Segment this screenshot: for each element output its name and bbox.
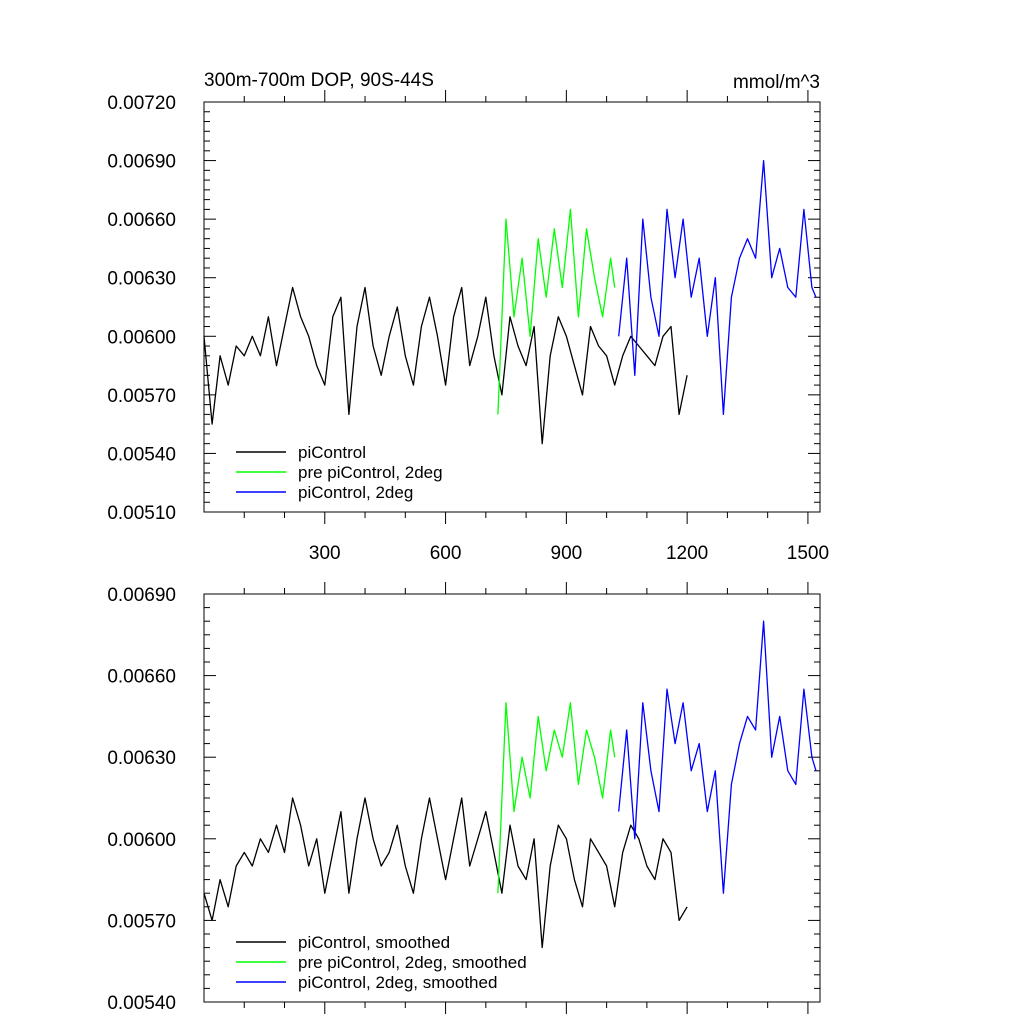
x-tick-label: 300 bbox=[309, 543, 341, 564]
series-group bbox=[203, 159, 817, 445]
y-tick-label: 0.00660 bbox=[107, 210, 176, 231]
plot-frame bbox=[203, 101, 821, 513]
x-tick-label: 1500 bbox=[787, 543, 829, 564]
top-panel: 300m-700m DOP, 90S-44S mmol/m^3 0.005100… bbox=[107, 70, 829, 564]
y-tick-label: 0.00630 bbox=[107, 748, 176, 769]
series-line-0 bbox=[203, 286, 688, 445]
y-tick-label: 0.00660 bbox=[107, 667, 176, 688]
legend: piControl pre piControl, 2deg piControl,… bbox=[236, 443, 443, 502]
tick-group: 0.00510 0.00540 0.00570 0.00600 0.00630 0.006… bbox=[107, 90, 829, 564]
series-line-2 bbox=[618, 159, 817, 416]
legend-label-pre-picontrol: pre piControl, 2deg bbox=[298, 463, 443, 482]
x-tick-label: 900 bbox=[551, 543, 583, 564]
chart-title: 300m-700m DOP, 90S-44S bbox=[204, 70, 434, 91]
series-line-1 bbox=[497, 702, 616, 894]
y-tick-label: 0.00690 bbox=[107, 585, 176, 606]
tick-group: 0.00540 0.00570 0.00600 0.00630 0.00660 0.006… bbox=[107, 582, 820, 1014]
y-tick-label: 0.00630 bbox=[107, 269, 176, 290]
legend-label-picontrol: piControl bbox=[298, 443, 366, 462]
y-tick-label: 0.00690 bbox=[107, 152, 176, 173]
y-tick-label: 0.00570 bbox=[107, 911, 176, 932]
series-group bbox=[203, 620, 817, 949]
units-label: mmol/m^3 bbox=[733, 72, 820, 93]
legend-label-picontrol-smoothed: piControl, smoothed bbox=[298, 933, 450, 952]
legend: piControl, smoothed pre piControl, 2deg,… bbox=[236, 933, 527, 992]
y-tick-label: 0.00540 bbox=[107, 444, 176, 465]
series-line-1 bbox=[497, 208, 616, 415]
series-line-2 bbox=[618, 620, 817, 894]
x-tick-label: 1200 bbox=[666, 543, 708, 564]
plot-frame bbox=[203, 593, 821, 1003]
series-line-0 bbox=[203, 797, 688, 949]
legend-label-picontrol-2deg: piControl, 2deg bbox=[298, 483, 413, 502]
legend-label-picontrol-2deg-smoothed: piControl, 2deg, smoothed bbox=[298, 973, 497, 992]
legend-label-pre-picontrol-smoothed: pre piControl, 2deg, smoothed bbox=[298, 953, 527, 972]
y-tick-label: 0.00600 bbox=[107, 327, 176, 348]
y-tick-label: 0.00510 bbox=[107, 503, 176, 524]
x-tick-label: 600 bbox=[430, 543, 462, 564]
y-tick-label: 0.00720 bbox=[107, 93, 176, 114]
y-tick-label: 0.00540 bbox=[107, 993, 176, 1014]
y-tick-label: 0.00570 bbox=[107, 386, 176, 407]
bottom-panel: 0.00540 0.00570 0.00600 0.00630 0.00660 0.006… bbox=[107, 582, 821, 1014]
y-tick-label: 0.00600 bbox=[107, 830, 176, 851]
